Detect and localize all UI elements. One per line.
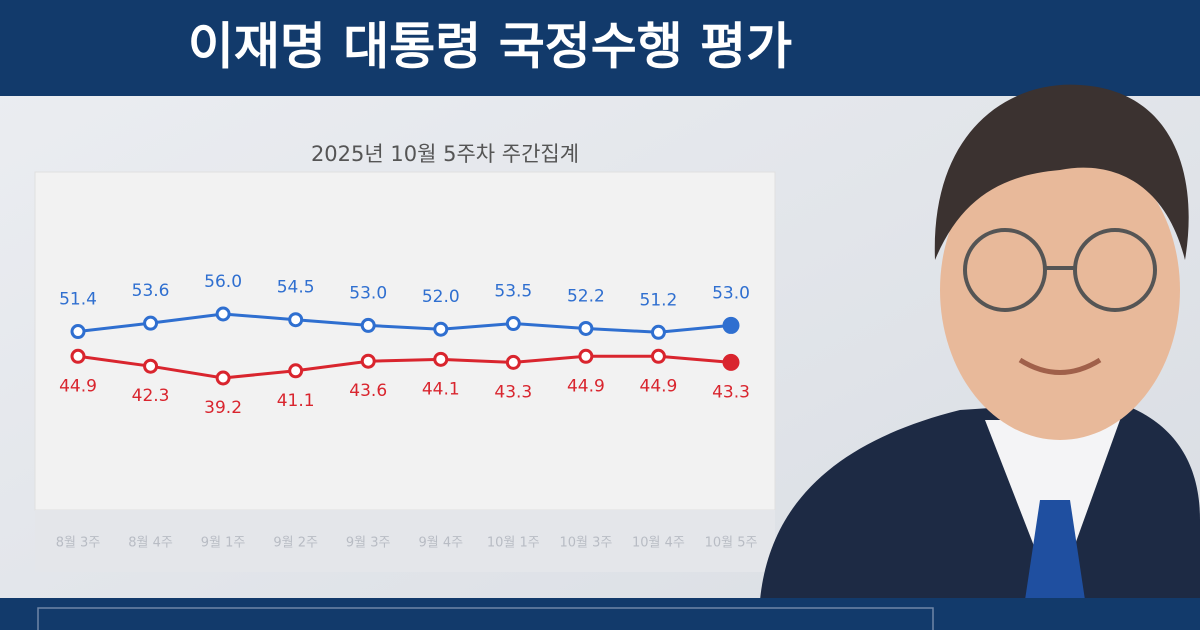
data-label: 56.0 (204, 272, 242, 292)
data-label: 51.4 (59, 290, 97, 310)
point (360, 317, 376, 333)
point (650, 324, 666, 340)
x-tick-label: 9월 1주 (201, 536, 246, 551)
title-banner (0, 0, 1200, 96)
point (433, 321, 449, 337)
x-tick-label: 10월 3주 (559, 536, 612, 551)
data-label: 43.6 (349, 381, 387, 401)
x-tick-label: 10월 1주 (487, 536, 540, 551)
point (578, 320, 594, 336)
data-label: 53.6 (132, 281, 170, 301)
point (505, 354, 521, 370)
data-label: 43.3 (494, 382, 532, 402)
footer-box (37, 607, 934, 630)
x-tick-label: 9월 3주 (346, 536, 391, 551)
tie (1025, 500, 1085, 600)
portrait (760, 84, 1200, 600)
point (143, 315, 159, 331)
data-label: 44.9 (640, 376, 678, 396)
x-tick-label: 9월 4주 (418, 536, 463, 551)
series-line (77, 354, 732, 380)
x-tick-label: 10월 4주 (632, 536, 685, 551)
point (143, 358, 159, 374)
point (288, 312, 304, 328)
axis-band (35, 510, 775, 572)
data-label: 53.5 (494, 282, 532, 302)
data-label: 43.3 (712, 382, 750, 402)
data-label: 53.0 (349, 283, 387, 303)
data-label: 39.2 (204, 398, 242, 418)
point (578, 348, 594, 364)
chart-title: 이재명 대통령 국정수행 평가 (188, 18, 792, 76)
data-label: 52.0 (422, 287, 460, 307)
point (70, 324, 86, 340)
point (288, 363, 304, 379)
x-tick-label: 8월 4주 (128, 536, 173, 551)
point (505, 316, 521, 332)
point (722, 353, 740, 371)
point (650, 348, 666, 364)
data-label: 44.9 (567, 376, 605, 396)
hair (934, 84, 1189, 260)
mouth (1018, 357, 1102, 375)
plot-area: 8월 3주 8월 4주 9월 1주 9월 2주 9월 3주 9월 4주 10월 1주 10월 … (56, 272, 758, 551)
series-line (77, 312, 732, 334)
face (940, 140, 1180, 440)
x-tick-label: 9월 2주 (273, 536, 318, 551)
data-label: 54.5 (277, 278, 315, 298)
x-tick-label: 10월 5주 (705, 536, 758, 551)
data-label: 44.9 (59, 376, 97, 396)
footer-bar (0, 598, 1200, 630)
data-label: 44.1 (422, 379, 460, 399)
plot-panel (34, 171, 776, 511)
x-tick-label: 8월 3주 (56, 536, 101, 551)
data-label: 42.3 (132, 386, 170, 406)
point (722, 316, 740, 334)
data-label: 41.1 (277, 391, 315, 411)
chart-subtitle: 2025년 10월 5주차 주간집계 (311, 142, 579, 166)
point (70, 348, 86, 364)
data-label: 52.2 (567, 286, 605, 306)
point (215, 370, 231, 386)
point (360, 353, 376, 369)
data-label: 53.0 (712, 283, 750, 303)
point (433, 351, 449, 367)
data-label: 51.2 (640, 290, 678, 310)
point (215, 306, 231, 322)
